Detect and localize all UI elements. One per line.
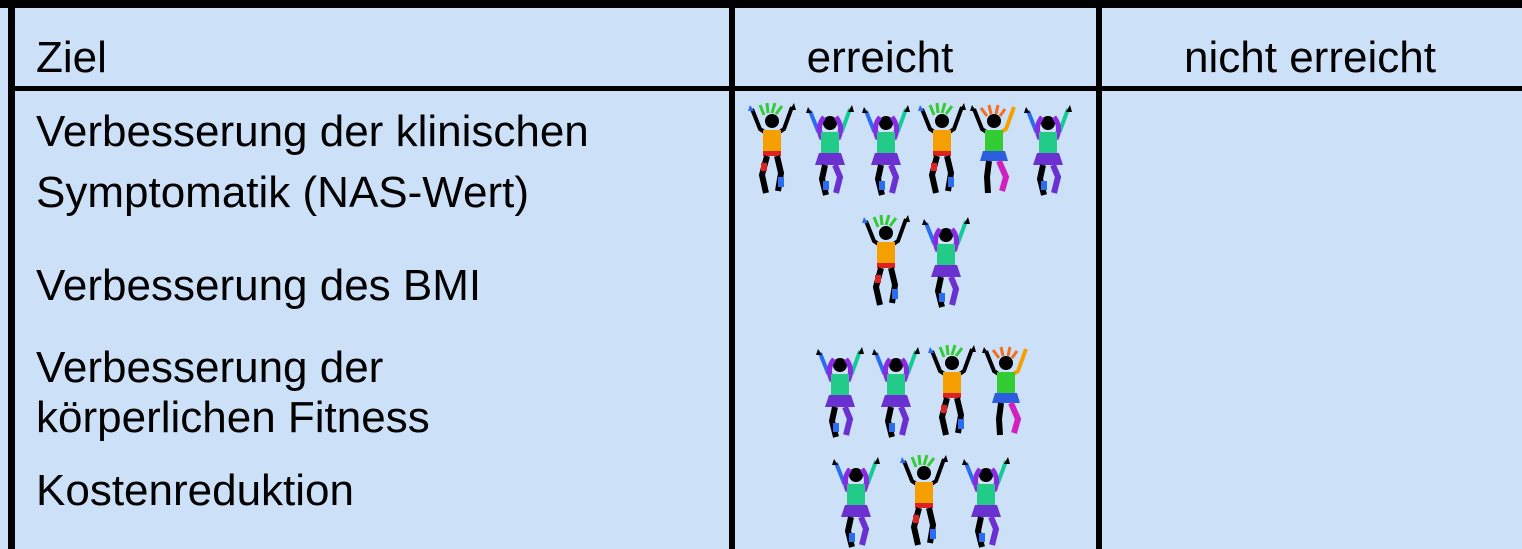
goal-text: Symptomatik (NAS-Wert) xyxy=(36,168,529,217)
header-divider xyxy=(8,86,1522,91)
top-border xyxy=(0,0,1522,8)
header-cell: nicht erreicht xyxy=(1184,33,1436,82)
goal-text: körperlichen Fitness xyxy=(36,393,430,442)
header-cell: erreicht xyxy=(807,33,954,82)
goal-text: Verbesserung der xyxy=(36,343,383,392)
header-cell: Ziel xyxy=(36,33,107,82)
column-divider xyxy=(1096,0,1102,549)
column-divider xyxy=(729,0,735,549)
left-border xyxy=(8,0,15,549)
goal-text: Kostenreduktion xyxy=(36,466,354,515)
goal-text: Verbesserung des BMI xyxy=(36,261,481,310)
goal-text: Verbesserung der klinischen xyxy=(36,107,589,156)
